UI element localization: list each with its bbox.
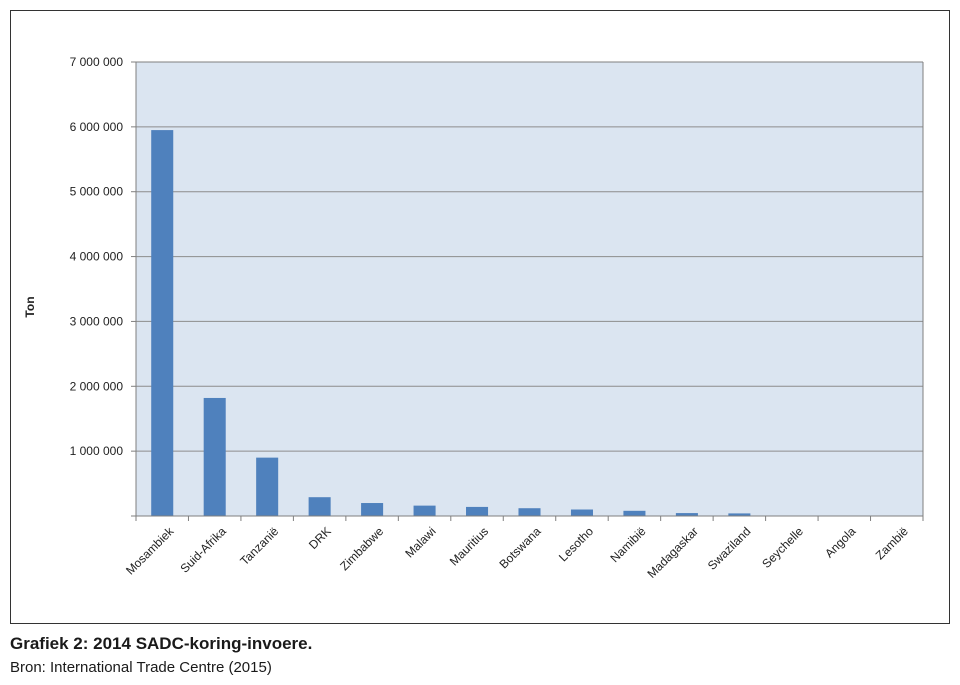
x-tick-label: Mosambiek (123, 524, 177, 578)
x-tick-label: Zimbabwe (337, 524, 386, 573)
plot-area (136, 62, 923, 516)
bar (518, 508, 541, 516)
bar (623, 510, 646, 516)
x-tick-label: Botswana (496, 524, 543, 571)
x-tick-label: Seychelle (759, 524, 806, 571)
y-tick-label: 5 000 000 (70, 185, 124, 199)
x-tick-label: Zambië (873, 524, 911, 562)
x-tick-label: Lesotho (556, 524, 596, 564)
x-tick-label: Angola (822, 524, 859, 561)
x-tick-label: Namibië (608, 524, 649, 565)
bar (675, 513, 698, 516)
x-tick-label: Mauritius (447, 524, 491, 568)
x-tick-label: Swaziland (705, 524, 754, 573)
y-axis-label: Ton (23, 296, 37, 317)
x-tick-label: DRK (306, 524, 334, 552)
y-tick-label: 1 000 000 (70, 444, 124, 458)
bar (308, 497, 331, 516)
bar (570, 509, 593, 516)
x-tick-label: Malawi (402, 524, 438, 560)
axes (135, 61, 924, 521)
y-tick-label: 4 000 000 (70, 250, 124, 264)
x-tick-label: Tanzanië (237, 524, 281, 568)
bar (466, 506, 489, 516)
x-tick-labels: Mosambiek Suid-Afrika Tanzanië DRK Zimbabwe M… (123, 524, 911, 581)
y-tick-labels: 1 000 000 2 000 000 3 000 000 4 000 000 5 00… (70, 55, 124, 458)
bar (361, 503, 384, 516)
y-tick-label: 7 000 000 (70, 55, 124, 69)
bars (151, 130, 908, 516)
bar (728, 513, 751, 516)
y-tick-label: 6 000 000 (70, 120, 124, 134)
figure-caption-source: Bron: International Trade Centre (2015) (10, 659, 272, 676)
y-tick-label: 2 000 000 (70, 379, 124, 393)
y-tick-label: 3 000 000 (70, 314, 124, 328)
x-tick-label: Madagaskar (644, 524, 701, 581)
bar (413, 505, 436, 516)
figure-caption-title: Grafiek 2: 2014 SADC-koring-invoere. (10, 634, 313, 653)
bar (256, 457, 279, 516)
x-tick-label: Suid-Afrika (177, 524, 229, 576)
bar-chart: 1 000 000 2 000 000 3 000 000 4 000 000 5 00… (23, 55, 924, 581)
bar (151, 130, 174, 516)
bar (203, 397, 226, 516)
